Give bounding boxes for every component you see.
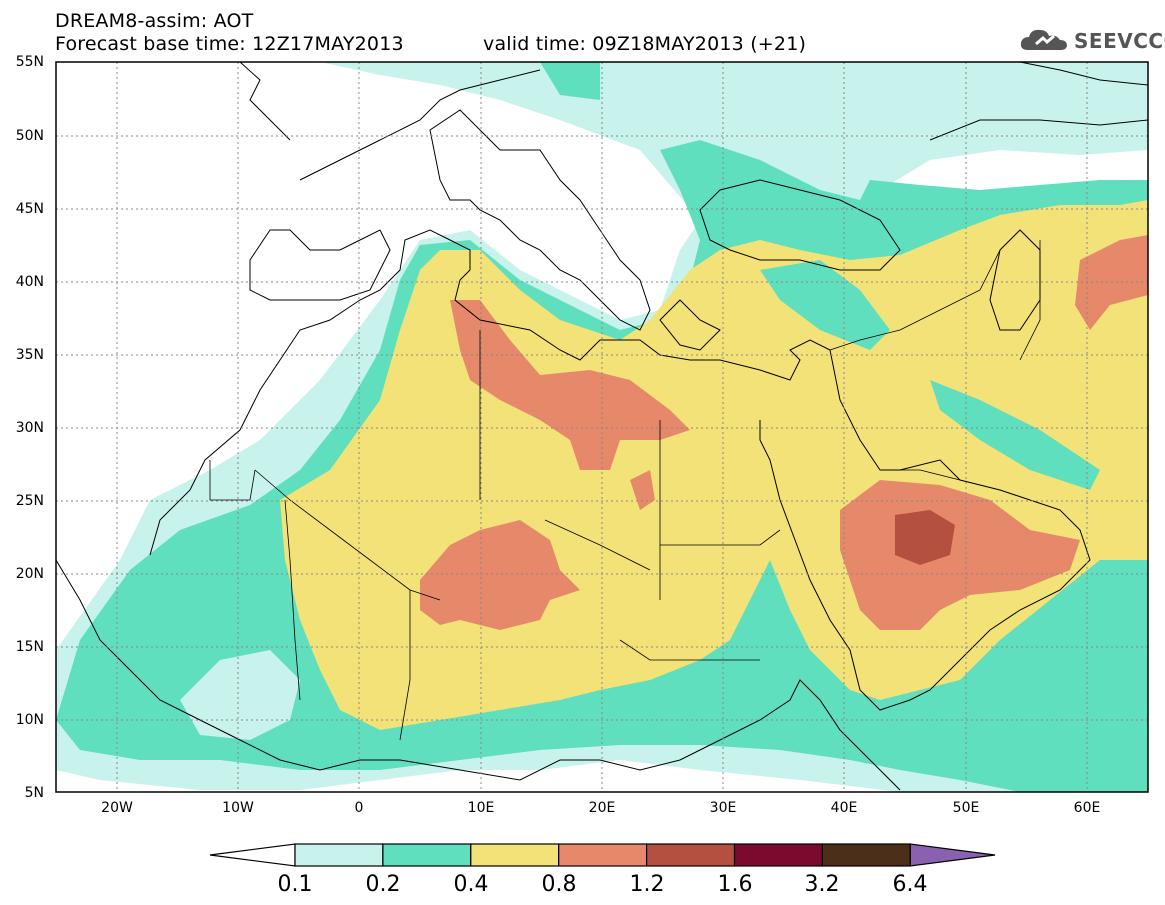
colorbar-segment	[821, 843, 911, 867]
aot-contour-0.8-small	[630, 470, 655, 510]
aot-contour-0.8-sahara-central	[420, 520, 580, 630]
lon-label: 60E	[1073, 800, 1101, 816]
colorbar-segment	[645, 843, 736, 867]
colorbar-segment	[294, 843, 384, 867]
colorbar-segment	[733, 843, 824, 867]
lat-label: 55N	[15, 54, 44, 70]
lon-label: 0	[354, 800, 364, 816]
colorbar-label: 0.1	[277, 872, 313, 897]
colorbar-label: 0.4	[453, 872, 489, 897]
lat-label: 10N	[15, 712, 44, 728]
map-frame	[55, 61, 1149, 793]
forecast-base-time: Forecast base time: 12Z17MAY2013	[55, 33, 404, 55]
cloud-icon	[1020, 29, 1067, 50]
colorbar-label: 0.8	[541, 872, 577, 897]
lon-label: 30E	[709, 800, 737, 816]
colorbar-label: 1.6	[717, 872, 753, 897]
map-title: DREAM8-assim: AOT	[55, 10, 254, 32]
lat-label: 45N	[15, 201, 44, 217]
lat-label: 40N	[15, 274, 44, 290]
lat-label: 30N	[15, 420, 44, 436]
lon-label: 20E	[588, 800, 616, 816]
aot-contour-1.2-arabia	[895, 510, 955, 565]
colorbar-label: 1.2	[629, 872, 665, 897]
lon-label: 20W	[101, 800, 133, 816]
lat-label: 25N	[15, 493, 44, 509]
lat-label: 35N	[15, 347, 44, 363]
lon-label: 10E	[467, 800, 495, 816]
lon-label: 40E	[830, 800, 858, 816]
aot-contour-0.1-north	[330, 62, 1148, 140]
colorbar-lower-arrow	[209, 843, 296, 867]
colorbar-segment	[382, 843, 472, 867]
colorbar-label: 0.2	[365, 872, 401, 897]
gridlines	[56, 62, 1148, 792]
colorbar-label: 3.2	[804, 872, 840, 897]
valid-time: valid time: 09Z18MAY2013 (+21)	[483, 33, 807, 55]
lon-label: 10W	[222, 800, 254, 816]
colorbar-segment	[470, 843, 560, 867]
aot-contour-0.8-sahara-north	[450, 300, 690, 470]
lat-label: 5N	[24, 785, 44, 801]
colorbar-label: 6.4	[892, 872, 928, 897]
lat-label: 20N	[15, 566, 44, 582]
seevccc-logo: SEEVCCC	[1018, 24, 1165, 56]
colorbar-segment	[558, 843, 648, 867]
colorbar-upper-arrow	[909, 843, 996, 867]
aot-contour-0.2-gulf	[930, 380, 1100, 490]
lat-label: 15N	[15, 639, 44, 655]
aot-contour-0.2-north	[540, 62, 600, 100]
coastlines	[56, 62, 1148, 791]
aot-contour-0.1-west-inner	[180, 650, 300, 740]
logo-text: SEEVCCC	[1074, 29, 1165, 53]
lon-label: 50E	[952, 800, 980, 816]
lat-label: 50N	[15, 128, 44, 144]
borders	[209, 240, 1041, 741]
